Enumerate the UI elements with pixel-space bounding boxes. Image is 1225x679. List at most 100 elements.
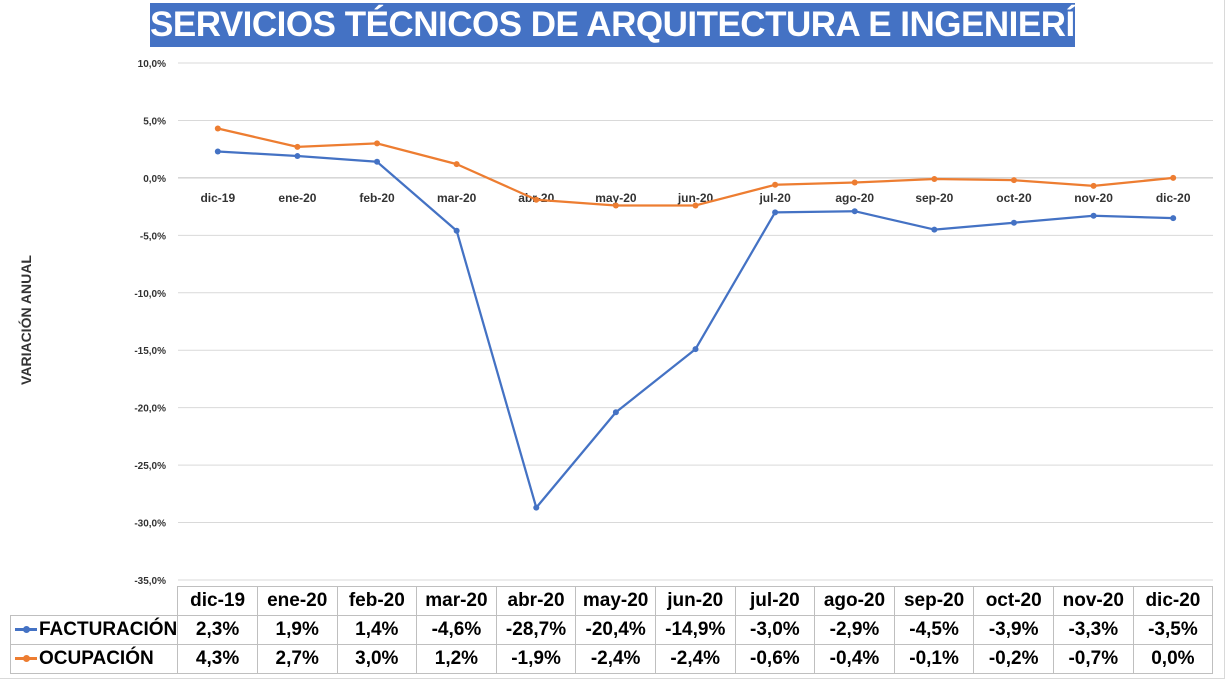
table-value-cell: -0,6% [734,644,816,674]
x-tick-label: sep-20 [915,191,953,205]
table-row: OCUPACIÓN 4,3% 2,7% 3,0% 1,2% -1,9% -2,4% -2,4%… [9,644,1214,674]
x-tick-label: jul-20 [758,191,791,205]
legend-label: FACTURACIÓN [39,619,178,640]
y-tick-label: 0,0% [143,174,166,185]
data-point [851,179,858,186]
table-header-cell: oct-20 [973,586,1054,616]
y-tick-label: -10,0% [134,289,166,300]
data-point [374,158,381,165]
y-tick-label: 5,0% [143,116,166,127]
y-tick-label: -20,0% [134,404,166,415]
x-tick-label: nov-20 [1074,191,1113,205]
data-point [931,176,938,183]
table-header-cell: mar-20 [416,586,497,616]
table-header-cell: ago-20 [814,586,895,616]
data-point [1170,215,1177,222]
table-value-cell: -3,3% [1052,615,1134,645]
x-tick-label: ago-20 [835,191,874,205]
table-value-cell: 2,3% [177,615,258,645]
data-point [851,208,858,215]
table-header-cell: abr-20 [495,586,577,616]
table-value-cell: 1,2% [416,644,497,674]
table-header-cell: dic-20 [1132,586,1214,616]
y-tick-label: -25,0% [134,461,166,472]
table-value-cell: 0,0% [1132,644,1214,674]
y-tick-labels: 10,0% 5,0% 0,0% -5,0% -10,0% -15,0% -20,0% -25,… [134,59,166,587]
data-point [612,202,619,209]
y-tick-label: -35,0% [134,576,166,587]
data-point [692,346,699,353]
table-header-cell: feb-20 [336,586,418,616]
x-tick-label: oct-20 [996,191,1032,205]
table-value-cell: -3,9% [973,615,1054,645]
y-tick-label: -15,0% [134,346,166,357]
data-table: dic-19 ene-20 feb-20 mar-20 abr-20 may-20 jun-… [9,586,1214,674]
legend-key-icon [15,655,37,663]
x-tick-label: jun-20 [677,191,714,205]
data-point [214,125,221,132]
x-tick-label: dic-20 [1156,191,1191,205]
data-point [772,181,779,188]
table-header-cell: jun-20 [654,586,736,616]
table-value-cell: -3,0% [734,615,816,645]
table-header-cell: sep-20 [893,586,975,616]
legend-label: OCUPACIÓN [39,648,154,669]
data-point [453,227,460,234]
table-value-cell: 2,7% [256,644,338,674]
table-value-cell: -0,1% [893,644,975,674]
y-tick-label: -5,0% [140,231,166,242]
table-value-cell: -3,5% [1132,615,1214,645]
table-value-cell: -0,4% [814,644,895,674]
legend-entry: FACTURACIÓN [9,615,179,645]
data-point [374,140,381,147]
table-header-cell: ene-20 [256,586,338,616]
table-value-cell: -2,4% [654,644,736,674]
chart-title: SERVICIOS TÉCNICOS DE ARQUITECTURA E ING… [150,3,1100,47]
table-value-cell: -4,6% [416,615,497,645]
table-header-cell: may-20 [575,586,656,616]
gridlines [178,62,1213,581]
table-value-cell: -2,4% [575,644,656,674]
table-value-cell: -0,2% [973,644,1054,674]
data-point [294,153,301,160]
table-row: FACTURACIÓN 2,3% 1,9% 1,4% -4,6% -28,7% -20,4%… [9,615,1214,645]
chart-plot: 10,0% 5,0% 0,0% -5,0% -10,0% -15,0% -20,0% -25,… [134,59,1213,587]
data-point [1170,174,1177,181]
data-point [1010,219,1017,226]
data-point [294,143,301,150]
data-point [533,504,540,511]
series-lines [214,125,1177,511]
table-value-cell: 1,9% [256,615,338,645]
legend-key-icon [15,626,37,634]
data-point [533,196,540,203]
data-point [1090,212,1097,219]
table-value-cell: 3,0% [336,644,418,674]
y-tick-label: 10,0% [138,59,166,70]
table-header-cell: jul-20 [734,586,816,616]
table-corner [10,586,179,616]
table-value-cell: -0,7% [1052,644,1134,674]
data-point [931,226,938,233]
table-value-cell: -20,4% [575,615,656,645]
data-point [772,209,779,216]
x-tick-label: feb-20 [359,191,395,205]
data-point [1010,177,1017,184]
data-point [692,202,699,209]
table-value-cell: -1,9% [495,644,577,674]
data-point [612,409,619,416]
data-point [1090,182,1097,189]
table-value-cell: -4,5% [893,615,975,645]
table-value-cell: 1,4% [336,615,418,645]
data-point [453,161,460,168]
x-tick-label: ene-20 [278,191,316,205]
x-tick-label: may-20 [595,191,637,205]
y-tick-label: -30,0% [134,519,166,530]
table-value-cell: -2,9% [814,615,895,645]
table-header-cell: dic-19 [177,586,258,616]
data-point [214,148,221,155]
table-header-cell: nov-20 [1052,586,1134,616]
table-value-cell: -28,7% [495,615,577,645]
x-tick-label: mar-20 [437,191,477,205]
x-tick-label: dic-19 [200,191,235,205]
legend-entry: OCUPACIÓN [9,644,179,674]
